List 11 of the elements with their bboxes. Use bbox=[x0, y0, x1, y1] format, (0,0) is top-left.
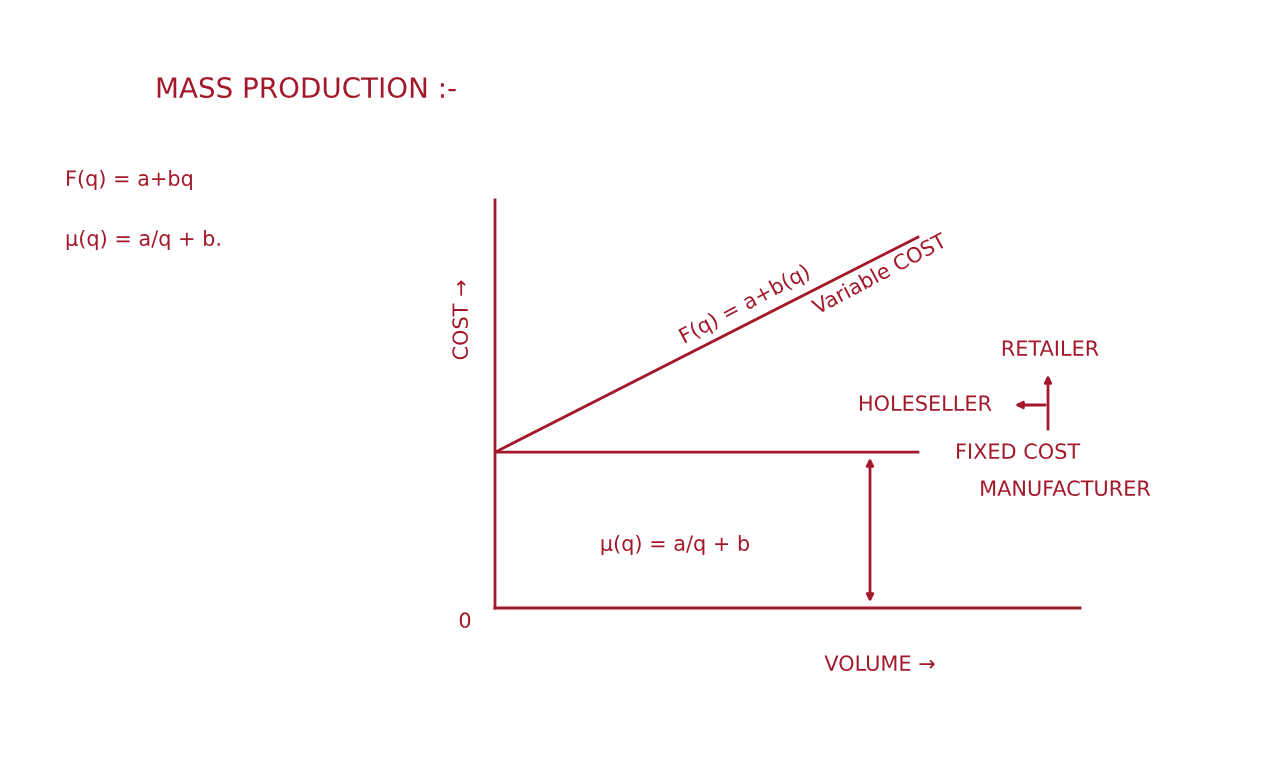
annotation: RETAILER bbox=[1002, 340, 1099, 356]
annotation: MANUFACTURER bbox=[981, 480, 1151, 497]
text: F(q) = a+bq bbox=[67, 169, 192, 191]
chart-title: MASS PRODUCTION :- bbox=[157, 77, 456, 99]
y-axis-title: COST → bbox=[452, 280, 469, 360]
x-axis-title: VOLUME → bbox=[824, 655, 935, 672]
text: 0 bbox=[459, 612, 471, 629]
series-label: FIXED COST bbox=[957, 443, 1081, 460]
annotation: μ(q) = a/q + b bbox=[601, 534, 750, 556]
text: μ(q) = a/q + b. bbox=[66, 229, 220, 251]
annotation: HOLESELLER bbox=[860, 395, 992, 412]
